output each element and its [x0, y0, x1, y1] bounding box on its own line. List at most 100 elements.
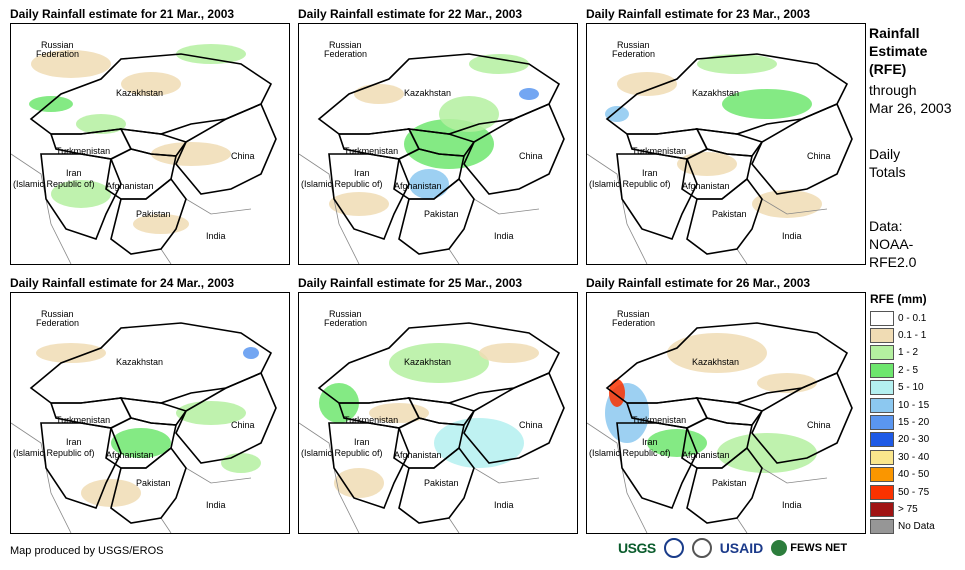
- place-label-afghanistan: Afghanistan: [394, 181, 442, 191]
- place-label-india: India: [494, 231, 514, 241]
- legend-label: 5 - 10: [898, 382, 924, 394]
- legend-label: 50 - 75: [898, 486, 930, 498]
- place-label-india: India: [494, 500, 514, 510]
- place-label-iran-1: Iran: [642, 437, 658, 447]
- side-title-line-2: Estimate: [869, 43, 928, 59]
- panel-title-4: Daily Rainfall estimate for 24 Mar., 200…: [10, 276, 235, 290]
- place-label-iran-1: Iran: [66, 168, 82, 178]
- country-border: [695, 397, 764, 426]
- place-label-india: India: [782, 231, 802, 241]
- legend-label: 30 - 40: [898, 451, 930, 463]
- place-label-china: China: [807, 420, 831, 430]
- country-border: [398, 446, 475, 524]
- legend-label: > 75: [898, 503, 918, 515]
- country-border: [40, 422, 122, 509]
- legend-swatch: [870, 501, 894, 517]
- legend-swatch: [870, 519, 894, 535]
- place-label-iran-2: (Islamic Republic of): [301, 448, 383, 458]
- place-label-pakistan: Pakistan: [712, 478, 747, 488]
- legend-item: 0.1 - 1: [870, 327, 926, 343]
- panel-title-1: Daily Rainfall estimate for 21 Mar., 200…: [10, 7, 235, 21]
- legend-item: > 75: [870, 501, 918, 517]
- place-label-iran-2: (Islamic Republic of): [13, 448, 95, 458]
- country-border: [110, 446, 187, 524]
- rainfall-map-4: Russian Federation Kazakhstan Turkmenistan I…: [10, 292, 290, 534]
- place-label-india: India: [782, 500, 802, 510]
- place-label-turkmenistan: Turkmenistan: [56, 415, 110, 425]
- rainfall-map-5: Russian Federation Kazakhstan Turkmenistan I…: [298, 292, 578, 534]
- panel-title-6: Daily Rainfall estimate for 26 Mar., 200…: [586, 276, 811, 290]
- place-label-pakistan: Pakistan: [136, 209, 171, 219]
- legend-swatch: [870, 449, 894, 465]
- legend-label: 20 - 30: [898, 434, 930, 446]
- place-label-afghanistan: Afghanistan: [106, 181, 154, 191]
- place-label-russia-1: Russian: [41, 40, 74, 50]
- side-date: Mar 26, 2003: [869, 100, 952, 116]
- country-border: [175, 371, 277, 464]
- legend-item: 10 - 15: [870, 397, 929, 413]
- place-label-russia-2: Federation: [36, 318, 79, 328]
- legend-label: 40 - 50: [898, 469, 930, 481]
- country-border: [328, 153, 410, 240]
- side-title-line-3: (RFE): [869, 61, 907, 77]
- legend-item: 50 - 75: [870, 484, 929, 500]
- place-label-turkmenistan: Turkmenistan: [632, 415, 686, 425]
- rainfall-field: [29, 44, 246, 234]
- country-border: [616, 153, 698, 240]
- side-data-line-2: NOAA-: [869, 236, 914, 252]
- place-label-russia-1: Russian: [617, 309, 650, 319]
- noaa-logo-icon: [663, 538, 684, 558]
- place-label-iran-2: (Islamic Republic of): [589, 448, 671, 458]
- place-label-china: China: [519, 420, 543, 430]
- credit-text: Map produced by USGS/EROS: [10, 545, 164, 557]
- side-totals-line-2: Totals: [869, 164, 906, 180]
- side-data-line-3: RFE2.0: [869, 254, 917, 270]
- rainfall-map-1: Russian Federation Kazakhstan Turkmenistan I…: [10, 23, 290, 265]
- legend-swatch: [870, 467, 894, 483]
- legend-swatch: [870, 327, 894, 343]
- place-label-china: China: [519, 151, 543, 161]
- place-label-russia-1: Russian: [41, 309, 74, 319]
- legend-swatch: [870, 362, 894, 378]
- place-label-russia-2: Federation: [324, 318, 367, 328]
- legend-label: 1 - 2: [898, 347, 919, 359]
- side-title-line-1: Rainfall: [869, 25, 920, 41]
- country-border: [175, 102, 277, 195]
- place-label-pakistan: Pakistan: [424, 478, 459, 488]
- country-border: [751, 102, 853, 195]
- usaid-logo: USAID: [719, 540, 764, 556]
- legend-item: 40 - 50: [870, 467, 929, 483]
- usgs-logo: USGS: [618, 540, 656, 556]
- place-label-india: India: [206, 500, 226, 510]
- legend-swatch: [870, 432, 894, 448]
- globe-icon: [771, 540, 788, 556]
- legend-label: 10 - 15: [898, 399, 930, 411]
- legend-item: 5 - 10: [870, 380, 924, 396]
- place-label-iran-2: (Islamic Republic of): [589, 179, 671, 189]
- place-label-iran-1: Iran: [354, 168, 370, 178]
- panel-title-5: Daily Rainfall estimate for 25 Mar., 200…: [298, 276, 523, 290]
- rainfall-map-6: Russian Federation Kazakhstan Turkmenistan I…: [586, 292, 866, 534]
- rainfall-field: [319, 343, 539, 498]
- panel-title-3: Daily Rainfall estimate for 23 Mar., 200…: [586, 7, 811, 21]
- place-label-pakistan: Pakistan: [712, 209, 747, 219]
- legend-label: No Data: [898, 521, 935, 533]
- place-label-pakistan: Pakistan: [136, 478, 171, 488]
- side-totals-line-1: Daily: [869, 146, 901, 162]
- place-label-kazakhstan: Kazakhstan: [692, 88, 739, 98]
- fews-net-label: FEWS NET: [790, 542, 848, 554]
- country-border: [686, 446, 763, 524]
- country-border: [328, 422, 410, 509]
- place-label-afghanistan: Afghanistan: [682, 450, 730, 460]
- place-label-china: China: [807, 151, 831, 161]
- side-data-line-1: Data:: [869, 218, 903, 234]
- place-label-afghanistan: Afghanistan: [106, 450, 154, 460]
- place-label-pakistan: Pakistan: [424, 209, 459, 219]
- legend-item: 30 - 40: [870, 449, 929, 465]
- place-label-iran-1: Iran: [66, 437, 82, 447]
- place-label-afghanistan: Afghanistan: [394, 450, 442, 460]
- fews-net-logo: FEWS NET: [771, 540, 847, 556]
- place-label-russia-1: Russian: [329, 40, 362, 50]
- place-label-iran-1: Iran: [354, 437, 370, 447]
- country-border: [40, 153, 122, 240]
